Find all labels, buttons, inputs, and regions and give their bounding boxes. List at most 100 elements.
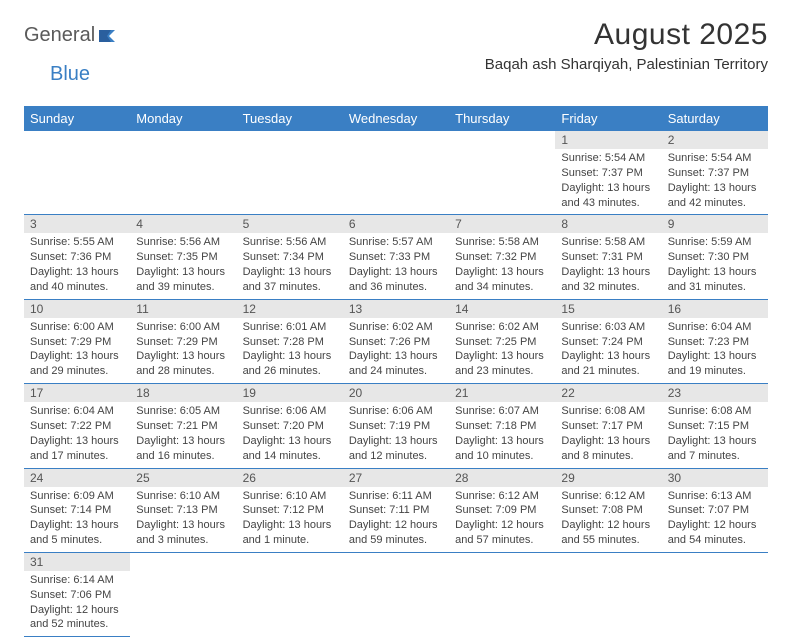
sunrise-line: Sunrise: 6:10 AM — [136, 490, 220, 502]
sunrise-line: Sunrise: 6:09 AM — [30, 490, 114, 502]
sunrise-line: Sunrise: 6:07 AM — [455, 405, 539, 417]
day-number: 9 — [662, 215, 768, 233]
sunrise-line: Sunrise: 6:05 AM — [136, 405, 220, 417]
daylight-line: Daylight: 13 hours and 37 minutes. — [243, 266, 332, 293]
sunset-line: Sunset: 7:35 PM — [136, 251, 217, 263]
daylight-line: Daylight: 13 hours and 28 minutes. — [136, 350, 225, 377]
calendar-week-row: 3Sunrise: 5:55 AMSunset: 7:36 PMDaylight… — [24, 215, 768, 299]
day-details: Sunrise: 5:58 AMSunset: 7:32 PMDaylight:… — [449, 233, 555, 298]
calendar-cell: 3Sunrise: 5:55 AMSunset: 7:36 PMDaylight… — [24, 215, 130, 299]
flag-icon — [99, 28, 119, 44]
logo-text-blue: Blue — [50, 63, 90, 85]
sunset-line: Sunset: 7:17 PM — [561, 420, 642, 432]
day-details: Sunrise: 5:55 AMSunset: 7:36 PMDaylight:… — [24, 233, 130, 298]
calendar-cell: 18Sunrise: 6:05 AMSunset: 7:21 PMDayligh… — [130, 384, 236, 468]
sunset-line: Sunset: 7:33 PM — [349, 251, 430, 263]
day-cell: 3Sunrise: 5:55 AMSunset: 7:36 PMDaylight… — [24, 215, 130, 298]
calendar-cell: 26Sunrise: 6:10 AMSunset: 7:12 PMDayligh… — [237, 468, 343, 552]
day-details: Sunrise: 5:56 AMSunset: 7:35 PMDaylight:… — [130, 233, 236, 298]
daylight-line: Daylight: 13 hours and 29 minutes. — [30, 350, 119, 377]
sunset-line: Sunset: 7:11 PM — [349, 504, 430, 516]
day-details: Sunrise: 5:57 AM Sunset: 7:33 PM Daylight:… — [343, 233, 449, 298]
sunset-line: Sunset: 7:14 PM — [30, 504, 111, 516]
calendar-cell: 4Sunrise: 5:56 AMSunset: 7:35 PMDaylight… — [130, 215, 236, 299]
sunrise-line: Sunrise: 6:12 AM — [561, 490, 645, 502]
calendar-cell: 15Sunrise: 6:03 AMSunset: 7:24 PMDayligh… — [555, 299, 661, 383]
calendar-cell — [130, 552, 236, 636]
empty-day — [555, 553, 661, 625]
sunrise-line: Sunrise: 6:13 AM — [668, 490, 752, 502]
day-details: Sunrise: 6:04 AMSunset: 7:22 PMDaylight:… — [24, 402, 130, 467]
day-number: 18 — [130, 384, 236, 402]
day-cell: 30Sunrise: 6:13 AMSunset: 7:07 PMDayligh… — [662, 469, 768, 552]
day-details: Sunrise: 6:08 AMSunset: 7:17 PMDaylight:… — [555, 402, 661, 467]
day-cell: 28Sunrise: 6:12 AMSunset: 7:09 PMDayligh… — [449, 469, 555, 552]
day-details: Sunrise: 5:58 AMSunset: 7:31 PMDaylight:… — [555, 233, 661, 298]
daylight-line: Daylight: 13 hours and 36 minutes. — [349, 266, 438, 293]
calendar-cell — [24, 131, 130, 215]
day-details: Sunrise: 6:06 AMSunset: 7:20 PMDaylight:… — [237, 402, 343, 467]
day-cell: 9Sunrise: 5:59 AMSunset: 7:30 PMDaylight… — [662, 215, 768, 298]
sunset-line: Sunset: 7:18 PM — [455, 420, 536, 432]
calendar-cell — [130, 131, 236, 215]
calendar-week-row: 10Sunrise: 6:00 AMSunset: 7:29 PMDayligh… — [24, 299, 768, 383]
sunrise-line: Sunrise: 5:56 AM — [136, 236, 220, 248]
day-number: 22 — [555, 384, 661, 402]
day-number: 2 — [662, 131, 768, 149]
sunrise-line: Sunrise: 5:58 AM — [455, 236, 539, 248]
day-cell: 6Sunrise: 5:57 AMSunset: 7:33 PMDaylight… — [343, 215, 449, 298]
sunrise-line: Sunrise: 5:55 AM — [30, 236, 114, 248]
empty-day — [24, 131, 130, 203]
sunrise-line: Sunrise: 6:02 AM — [455, 321, 539, 333]
logo: General — [24, 24, 123, 47]
calendar-cell: 27Sunrise: 6:11 AMSunset: 7:11 PMDayligh… — [343, 468, 449, 552]
calendar-week-row: 31Sunrise: 6:14 AMSunset: 7:06 PMDayligh… — [24, 552, 768, 636]
daylight-line: Daylight: 13 hours and 3 minutes. — [136, 519, 225, 546]
calendar-cell: 20Sunrise: 6:06 AMSunset: 7:19 PMDayligh… — [343, 384, 449, 468]
day-number: 17 — [24, 384, 130, 402]
day-cell: 4Sunrise: 5:56 AMSunset: 7:35 PMDaylight… — [130, 215, 236, 298]
sunset-line: Sunset: 7:13 PM — [136, 504, 217, 516]
sunset-line: Sunset: 7:09 PM — [455, 504, 536, 516]
daylight-line: Daylight: 12 hours and 52 minutes. — [30, 604, 119, 631]
day-number: 30 — [662, 469, 768, 487]
daylight-line: Daylight: 13 hours and 16 minutes. — [136, 435, 225, 462]
sunrise-line: Sunrise: 6:00 AM — [30, 321, 114, 333]
daylight-line: Daylight: 13 hours and 19 minutes. — [668, 350, 757, 377]
sunrise-line: Sunrise: 6:14 AM — [30, 574, 114, 586]
sunrise-line: Sunrise: 5:57 AM — [349, 236, 433, 248]
sunrise-line: Sunrise: 5:56 AM — [243, 236, 327, 248]
day-details: Sunrise: 6:06 AMSunset: 7:19 PMDaylight:… — [343, 402, 449, 467]
day-cell: 31Sunrise: 6:14 AMSunset: 7:06 PMDayligh… — [24, 553, 130, 636]
sunrise-line: Sunrise: 5:54 AM — [668, 152, 752, 164]
sunset-line: Sunset: 7:31 PM — [561, 251, 642, 263]
day-number: 7 — [449, 215, 555, 233]
calendar-body: 1Sunrise: 5:54 AMSunset: 7:37 PMDaylight… — [24, 131, 768, 637]
calendar-table: SundayMondayTuesdayWednesdayThursdayFrid… — [24, 106, 768, 637]
calendar-cell: 10Sunrise: 6:00 AMSunset: 7:29 PMDayligh… — [24, 299, 130, 383]
empty-day — [237, 553, 343, 625]
day-cell: 23Sunrise: 6:08 AMSunset: 7:15 PMDayligh… — [662, 384, 768, 467]
day-cell: 12Sunrise: 6:01 AMSunset: 7:28 PMDayligh… — [237, 300, 343, 383]
calendar-cell: 28Sunrise: 6:12 AMSunset: 7:09 PMDayligh… — [449, 468, 555, 552]
day-cell: 17Sunrise: 6:04 AMSunset: 7:22 PMDayligh… — [24, 384, 130, 467]
empty-day — [662, 553, 768, 625]
sunset-line: Sunset: 7:32 PM — [455, 251, 536, 263]
calendar-cell: 9Sunrise: 5:59 AMSunset: 7:30 PMDaylight… — [662, 215, 768, 299]
day-details: Sunrise: 5:54 AMSunset: 7:37 PMDaylight:… — [555, 149, 661, 214]
calendar-week-row: 17Sunrise: 6:04 AMSunset: 7:22 PMDayligh… — [24, 384, 768, 468]
day-cell: 29Sunrise: 6:12 AMSunset: 7:08 PMDayligh… — [555, 469, 661, 552]
day-number: 15 — [555, 300, 661, 318]
daylight-line: Daylight: 13 hours and 12 minutes. — [349, 435, 438, 462]
calendar-cell — [662, 552, 768, 636]
sunrise-line: Sunrise: 6:04 AM — [668, 321, 752, 333]
day-cell: 5Sunrise: 5:56 AMSunset: 7:34 PMDaylight… — [237, 215, 343, 298]
daylight-line: Daylight: 13 hours and 17 minutes. — [30, 435, 119, 462]
day-number: 27 — [343, 469, 449, 487]
day-number: 25 — [130, 469, 236, 487]
sunset-line: Sunset: 7:07 PM — [668, 504, 749, 516]
weekday-header: Sunday — [24, 106, 130, 131]
sunset-line: Sunset: 7:12 PM — [243, 504, 324, 516]
empty-day — [130, 553, 236, 625]
sunset-line: Sunset: 7:22 PM — [30, 420, 111, 432]
